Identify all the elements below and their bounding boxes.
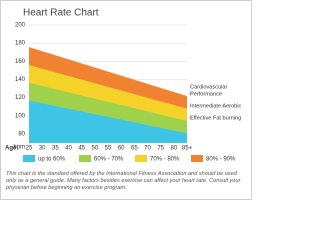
x-tick-label: 50 (91, 146, 98, 152)
x-tick-label: 25 (26, 146, 33, 152)
x-tick-label: 35 (52, 146, 59, 152)
annotation: Effective Fat burning (190, 115, 241, 121)
x-tick-label: 45 (78, 146, 85, 152)
annotation: Performance (190, 91, 222, 97)
x-tick-label: 40 (65, 146, 72, 152)
legend-swatch (135, 155, 147, 162)
legend-label: up to 60% (38, 157, 66, 163)
legend-label: 80% - 90% (206, 157, 236, 163)
y-tick-label: 160 (15, 59, 26, 65)
x-tick-label: 70 (144, 146, 151, 152)
chart-title: Heart Rate Chart (23, 8, 99, 19)
x-tick-label: 60 (118, 146, 125, 152)
legend-swatch (79, 155, 91, 162)
x-axis-label: Age (5, 146, 17, 152)
annotation: Cardiovascular (190, 84, 227, 90)
x-tick-label: 80 (170, 146, 177, 152)
annotation: Intermediate Aerobic (190, 103, 242, 109)
y-axis-label: bpm (13, 145, 25, 151)
y-tick-label: 80 (18, 132, 25, 138)
chart: Heart Rate Chart 80 100 120 140 160 180 200 bpm… (5, 8, 242, 163)
legend-swatch (23, 155, 35, 162)
legend-swatch (191, 155, 203, 162)
legend-label: 60% - 70% (94, 157, 124, 163)
x-tick-label: 85+ (182, 146, 193, 152)
x-tick-label: 30 (39, 146, 46, 152)
x-tick-label: 65 (131, 146, 138, 152)
caption: This chart is the standard offered by th… (6, 171, 241, 191)
legend-label: 70% - 80% (150, 157, 180, 163)
x-tick-label: 75 (157, 146, 164, 152)
y-tick-label: 180 (15, 41, 26, 47)
areas (29, 47, 187, 143)
y-tick-label: 140 (15, 77, 26, 83)
y-tick-label: 200 (15, 23, 26, 29)
y-tick-label: 100 (15, 113, 26, 119)
chart-card: Heart Rate Chart 80 100 120 140 160 180 200 bpm… (0, 0, 252, 200)
area (29, 47, 187, 109)
y-tick-label: 120 (15, 95, 26, 101)
x-tick-label: 55 (105, 146, 112, 152)
